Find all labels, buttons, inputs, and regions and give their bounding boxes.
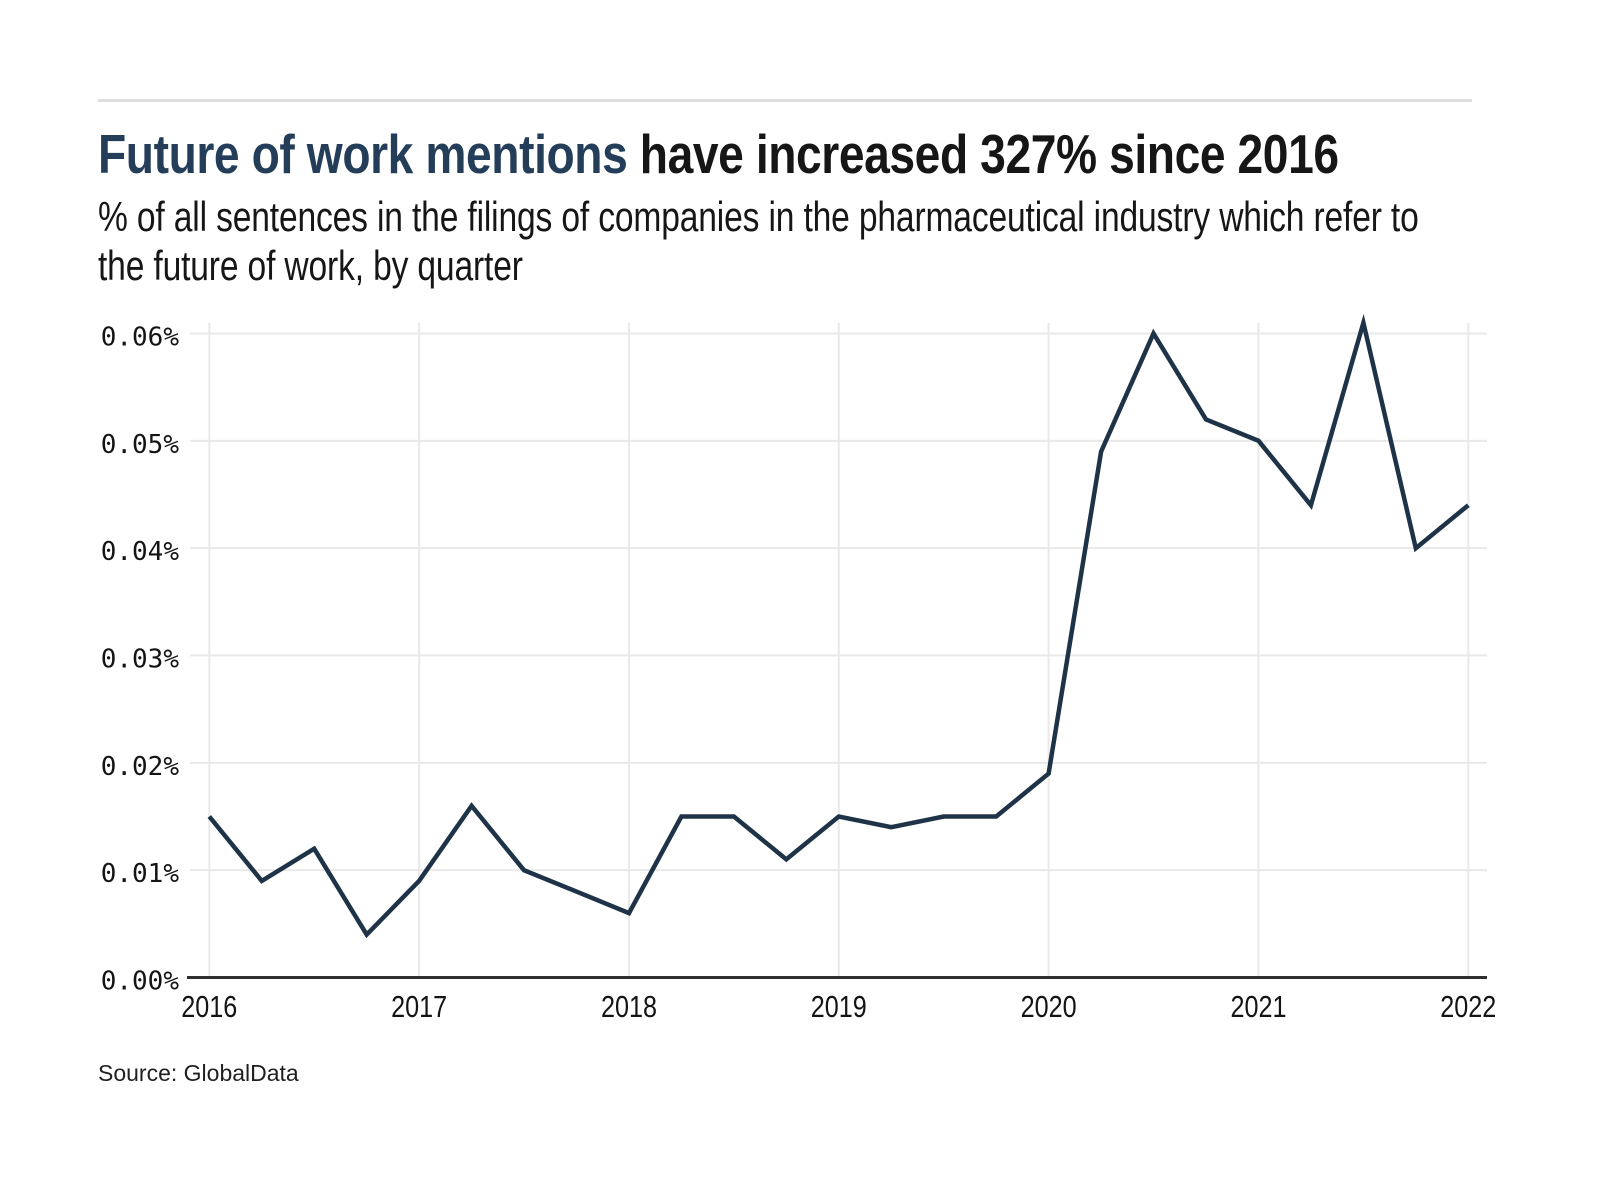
x-tick-label: 2017 [391,989,447,1024]
x-tick-label: 2018 [601,989,657,1024]
y-tick-label: 0.02% [101,752,180,782]
top-divider [98,99,1472,102]
y-tick-label: 0.03% [101,645,180,675]
source-note: Source: GlobalData [98,1060,299,1086]
x-tick-label: 2019 [811,989,867,1024]
y-gridlines [190,332,1487,872]
x-tick-label: 2021 [1230,989,1286,1024]
x-tick-labels: 2016 2017 2018 2019 2020 2021 2022 [181,989,1496,1024]
y-tick-label: 0.01% [101,859,180,889]
y-tick-label: 0.05% [101,430,180,460]
chart-subtitle: % of all sentences in the filings of com… [98,193,1419,290]
y-tick-label: 0.00% [101,967,180,997]
y-tick-label: 0.04% [101,537,180,567]
y-tick-label: 0.06% [101,323,180,353]
title-highlight: Future of work mentions [98,123,628,185]
data-line-series [207,313,1470,939]
x-tick-label: 2022 [1440,989,1496,1024]
title-rest: have increased 327% since 2016 [627,123,1339,185]
x-tick-label: 2016 [181,989,237,1024]
x-tick-label: 2020 [1021,989,1077,1024]
x-gridlines [208,323,1470,976]
y-tick-labels: 0.00% 0.01% 0.02% 0.03% 0.04% 0.05% 0.06% [101,323,180,997]
page-title: Future of work mentions have increased 3… [98,122,1339,186]
